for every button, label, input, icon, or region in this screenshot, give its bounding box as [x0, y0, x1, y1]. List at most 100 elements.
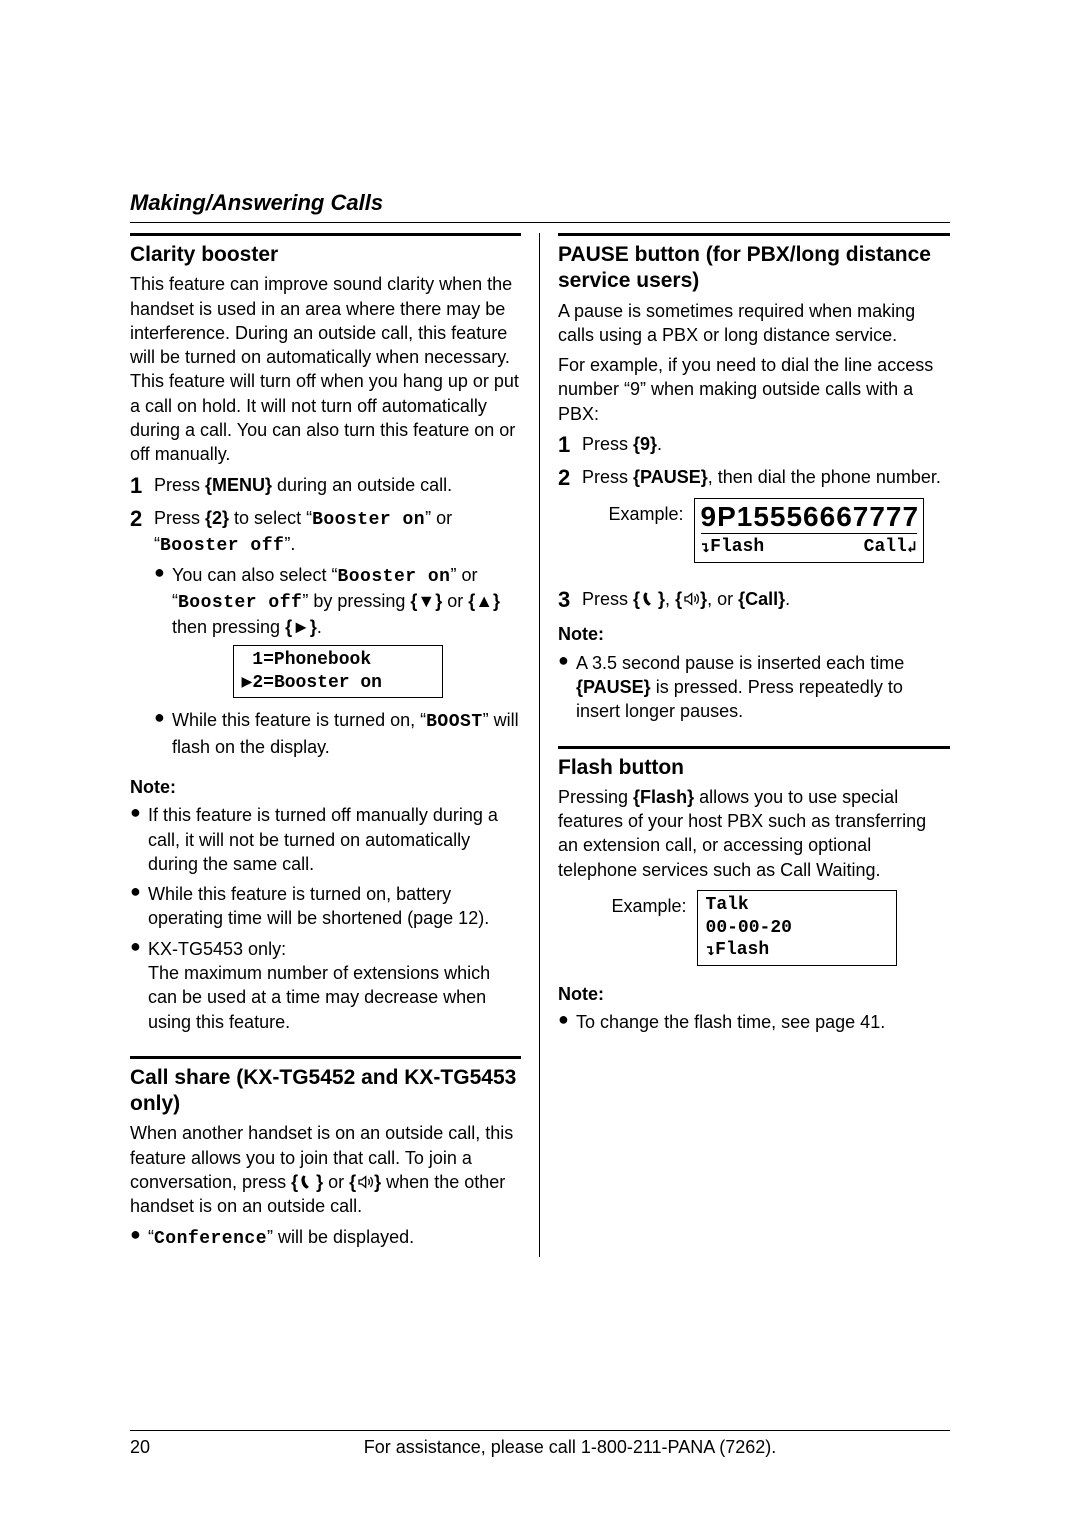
example-label: Example:	[611, 890, 686, 918]
note-text: To change the flash time, see page 41.	[576, 1010, 885, 1034]
flash-title: Flash button	[558, 755, 950, 781]
soft-arrow-icon: ↴	[701, 538, 711, 558]
text: , or	[707, 589, 738, 609]
lcd-line: 00-00-20	[706, 917, 888, 940]
bullet-icon: ●	[154, 563, 172, 583]
bullet-icon: ●	[130, 1225, 148, 1245]
clarity-steps: 1 Press {MENU} during an outside call. 2…	[130, 473, 521, 765]
footer-row: 20 For assistance, please call 1-800-211…	[130, 1437, 950, 1458]
softkey-right: Call↲	[864, 536, 917, 559]
softkey-label: Call	[864, 537, 907, 557]
callshare-bullets: ●“Conference” will be displayed.	[130, 1225, 521, 1251]
text: Press	[582, 589, 633, 609]
text: ” by pressing	[302, 591, 410, 611]
text: A 3.5 second pause is inserted each time	[576, 653, 904, 673]
text: or	[323, 1172, 349, 1192]
text: KX-TG5453 only:	[148, 939, 286, 959]
callshare-title: Call share (KX-TG5452 and KX-TG5453 only…	[130, 1065, 521, 1118]
option-booster-on: Booster on	[337, 567, 450, 587]
flash-key: {Flash}	[633, 787, 694, 807]
step-number: 2	[130, 506, 154, 531]
softkey-label: Flash	[710, 537, 764, 557]
text: .	[657, 434, 662, 454]
down-key: {▼}	[410, 591, 442, 611]
note-label: Note:	[558, 622, 950, 646]
page: Making/Answering Calls Clarity booster T…	[0, 0, 1080, 1528]
step-number: 1	[130, 473, 154, 498]
page-number: 20	[130, 1437, 190, 1458]
pause-steps: 1 Press {9}. 2 Press {PAUSE}, then dial …	[558, 432, 950, 612]
softkey-left: ↴Flash	[701, 536, 765, 559]
softkey-row: ↴Flash Call↲	[701, 533, 917, 559]
footer-text: For assistance, please call 1-800-211-PA…	[190, 1437, 950, 1458]
example-label: Example:	[608, 498, 683, 526]
flash-intro: Pressing {Flash} allows you to use speci…	[558, 785, 950, 882]
pause-notes: ●A 3.5 second pause is inserted each tim…	[558, 651, 950, 724]
text: Press	[582, 467, 633, 487]
lcd-example: Example: 9P15556667777 ↴Flash Call↲	[582, 498, 950, 564]
lcd-line: ▶2=Booster on	[242, 672, 434, 695]
clarity-notes: ●If this feature is turned off manually …	[130, 803, 521, 1034]
pause-key: {PAUSE}	[576, 677, 651, 697]
columns: Clarity booster This feature can improve…	[130, 233, 950, 1257]
text: You can also select “	[172, 565, 337, 585]
step-body: Press {PAUSE}, then dial the phone numbe…	[582, 465, 950, 579]
key-2: {2}	[205, 508, 229, 528]
bullet-icon: ●	[558, 1010, 576, 1030]
bullet-icon: ●	[558, 651, 576, 671]
speaker-icon	[682, 591, 700, 607]
step-body: Press {}, {}, or {Call}.	[582, 587, 950, 611]
clarity-intro: This feature can improve sound clarity w…	[130, 272, 521, 466]
note-label: Note:	[558, 982, 950, 1006]
text: to select “	[229, 508, 312, 528]
note-text: If this feature is turned off manually d…	[148, 803, 521, 876]
bullet-body: You can also select “Booster on” or “Boo…	[172, 563, 521, 640]
lcd-screen: Talk 00-00-20 ↴Flash	[697, 890, 897, 966]
option-booster-off: Booster off	[178, 593, 302, 613]
header-rule	[130, 222, 950, 223]
pause-key: {PAUSE}	[633, 467, 708, 487]
menu-key: {MENU}	[205, 475, 272, 495]
talk-key: {}	[291, 1172, 323, 1192]
digits: 9P15556667777	[701, 503, 920, 531]
conference-code: Conference	[154, 1229, 267, 1249]
handset-icon	[298, 1174, 316, 1190]
text: Pressing	[558, 787, 633, 807]
section-rule	[558, 746, 950, 749]
bullet-icon: ●	[154, 708, 172, 728]
handset-icon	[640, 591, 658, 607]
text: The maximum number of extensions which c…	[148, 963, 490, 1032]
lcd-screen: 9P15556667777 ↴Flash Call↲	[694, 498, 924, 564]
note-text: A 3.5 second pause is inserted each time…	[576, 651, 950, 724]
lcd-screen: 1=Phonebook ▶2=Booster on	[233, 645, 443, 698]
text: .	[785, 589, 790, 609]
clarity-title: Clarity booster	[130, 242, 521, 268]
step-body: Press {MENU} during an outside call.	[154, 473, 521, 497]
text: during an outside call.	[272, 475, 452, 495]
speaker-icon	[356, 1174, 374, 1190]
lcd-line: Talk	[706, 894, 888, 917]
section-rule	[130, 233, 521, 236]
pause-intro2: For example, if you need to dial the lin…	[558, 353, 950, 426]
call-softkey: {Call}	[738, 589, 785, 609]
option-booster-off: Booster off	[160, 536, 284, 556]
pause-title: PAUSE button (for PBX/long distance serv…	[558, 242, 950, 295]
note-label: Note:	[130, 775, 521, 799]
text: Press	[154, 475, 205, 495]
talk-key: {}	[633, 589, 665, 609]
right-column: PAUSE button (for PBX/long distance serv…	[540, 233, 950, 1257]
bullet-body: “Conference” will be displayed.	[148, 1225, 414, 1251]
text: ” will be displayed.	[267, 1227, 414, 1247]
step-number: 1	[558, 432, 582, 457]
text: then pressing	[172, 617, 285, 637]
lcd-number: 9P15556667777	[701, 503, 917, 531]
text: Press	[154, 508, 205, 528]
lcd-example: 1=Phonebook ▶2=Booster on	[154, 645, 521, 698]
step-number: 2	[558, 465, 582, 490]
page-header: Making/Answering Calls	[130, 190, 950, 216]
note-text: While this feature is turned on, battery…	[148, 882, 521, 931]
text: or	[442, 591, 468, 611]
callshare-body: When another handset is on an outside ca…	[130, 1121, 521, 1218]
softkey-label: Flash	[715, 940, 769, 960]
text: , then dial the phone number.	[708, 467, 941, 487]
